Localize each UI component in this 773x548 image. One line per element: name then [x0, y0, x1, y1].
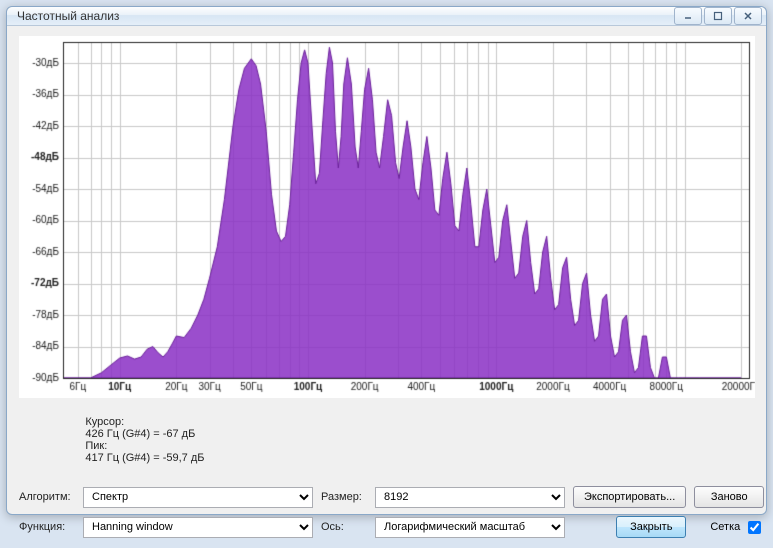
size-label: Размер: — [321, 491, 367, 503]
window-buttons — [674, 7, 762, 25]
spectrum-canvas[interactable] — [19, 36, 755, 398]
frequency-analysis-window: Частотный анализ Курсор: 426 Гц (G#4) = … — [6, 6, 767, 515]
grid-checkbox[interactable] — [748, 521, 761, 534]
cursor-value: 426 Гц (G#4) = -67 дБ — [85, 428, 195, 440]
cursor-label: Курсор: — [85, 416, 124, 428]
peak-label: Пик: — [85, 440, 107, 452]
titlebar[interactable]: Частотный анализ — [7, 7, 766, 26]
algorithm-select[interactable]: Спектр — [83, 487, 313, 508]
size-select[interactable]: 8192 — [375, 487, 565, 508]
window-title: Частотный анализ — [17, 9, 674, 23]
spectrum-chart[interactable] — [19, 36, 754, 398]
close-dialog-button[interactable]: Закрыть — [616, 516, 686, 538]
peak-value: 417 Гц (G#4) = -59,7 дБ — [85, 452, 204, 464]
minimize-button[interactable] — [674, 7, 702, 25]
function-label: Функция: — [19, 521, 75, 533]
redo-button[interactable]: Заново — [694, 486, 764, 508]
close-button[interactable] — [734, 7, 762, 25]
info-line: Курсор: 426 Гц (G#4) = -67 дБ Пик: 417 Г… — [67, 404, 754, 476]
algorithm-label: Алгоритм: — [19, 491, 75, 503]
axis-label: Ось: — [321, 521, 367, 533]
export-button[interactable]: Экспортировать... — [573, 486, 686, 508]
content-area: Курсор: 426 Гц (G#4) = -67 дБ Пик: 417 Г… — [7, 26, 766, 548]
maximize-button[interactable] — [704, 7, 732, 25]
grid-label: Сетка — [710, 521, 740, 533]
function-select[interactable]: Hanning window — [83, 517, 313, 538]
axis-select[interactable]: Логарифмический масштаб — [375, 517, 565, 538]
controls: Алгоритм: Спектр Размер: 8192 Экспортиро… — [19, 486, 754, 538]
